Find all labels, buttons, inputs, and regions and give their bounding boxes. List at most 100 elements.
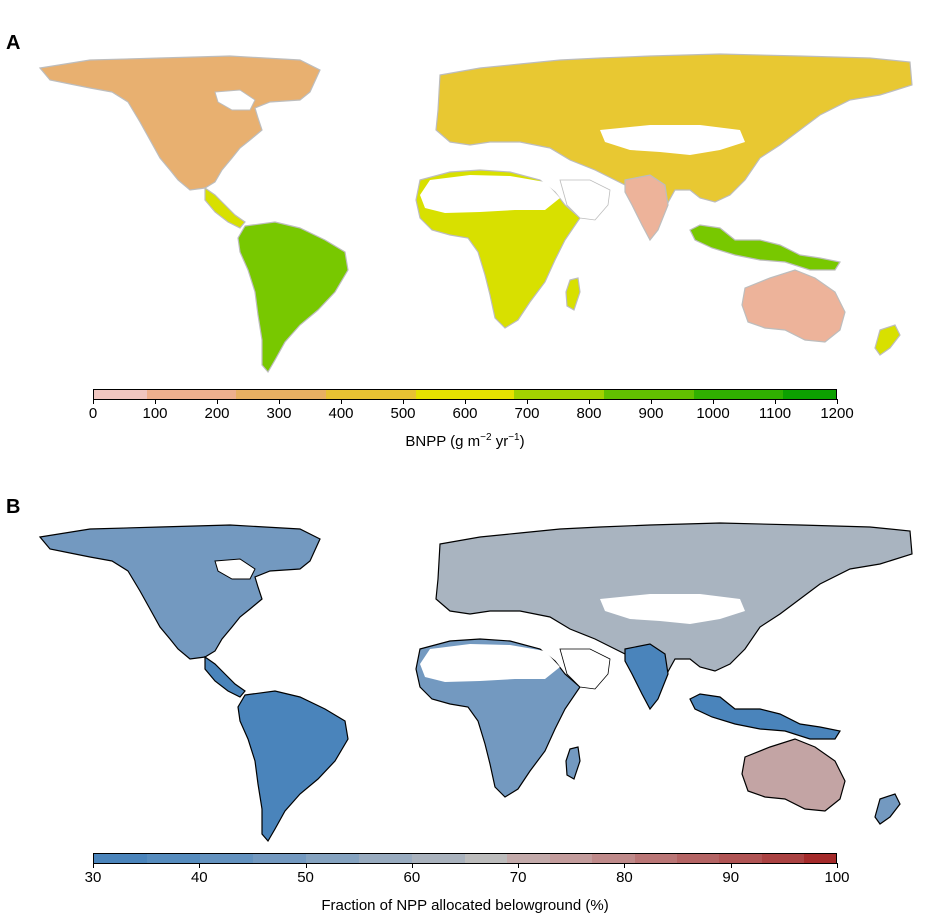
colorbar-tick-label: 800 [576,405,602,422]
colorbar-bin [200,854,253,863]
belowground-fraction-colorbar-title: Fraction of NPP allocated belowground (%… [321,897,609,914]
colorbar-bin [465,854,508,863]
colorbar-tick [527,399,528,404]
colorbar-tick-label: 60 [403,869,421,886]
colorbar-tick [713,399,714,404]
colorbar-tick-label: 40 [190,869,208,886]
colorbar-tick [651,399,652,404]
colorbar-bin [412,854,465,863]
arabia-nodata [559,179,611,221]
colorbar-bin [592,854,635,863]
colorbar-tick [93,399,94,404]
colorbar-tick-label: 80 [616,869,633,886]
colorbar-tick [518,863,520,868]
colorbar-bin [306,854,359,863]
colorbar-tick-label: 90 [722,869,740,886]
colorbar-tick-label: 0 [88,405,98,422]
colorbar-tick-label: 1100 [758,405,792,422]
central-america [204,655,246,698]
india [624,174,669,242]
colorbar-tick-label: 50 [297,869,314,886]
colorbar-bin [634,854,677,863]
colorbar-tick-label: 1200 [820,405,854,422]
colorbar-tick-label: 700 [514,405,540,422]
colorbar-tick-label: 300 [266,405,292,422]
colorbar-bin [94,390,147,399]
madagascar [565,746,581,780]
map-b-continents [38,522,913,843]
colorbar-bin [719,854,762,863]
colorbar-tick [624,863,626,868]
colorbar-tick [305,863,307,868]
colorbar-tick [199,863,201,868]
arabia-nodata [559,648,611,690]
sahara-nodata [420,644,560,682]
colorbar-tick [403,399,404,404]
bnpp-world-map [38,53,913,374]
colorbar-tick-label: 100 [142,405,168,422]
belowground-fraction-colorbar-tick-labels: 30 40 50 60 70 80 90 100 [85,869,850,887]
colorbar-bin [236,390,326,399]
sahara-nodata [420,175,560,213]
colorbar-tick [465,399,466,404]
bnpp-colorbar-title: BNPP (g m−2 yr−1) [405,432,525,450]
belowground-fraction-colorbar [93,853,837,864]
colorbar-bin [507,854,550,863]
colorbar-bin [147,854,200,863]
colorbar-bin [549,854,593,863]
colorbar-tick-label: 500 [390,405,416,422]
colorbar-tick [279,399,280,404]
new-zealand [874,793,901,825]
panel-b-label: B [6,496,21,518]
colorbar-bin [604,390,694,399]
colorbar-tick-label: 30 [84,869,102,886]
colorbar-tick [411,863,413,868]
colorbar-tick [93,863,94,868]
colorbar-tick-label: 400 [328,405,354,422]
colorbar-bin [514,390,605,399]
belowground-fraction-world-map [38,522,913,843]
southeast-asia [689,224,841,271]
colorbar-bin [783,390,836,399]
hudson-bay [214,558,256,580]
colorbar-bin [415,390,515,399]
new-zealand [874,324,901,356]
bnpp-colorbar-tick-labels: 0 100 200 300 400 500 600 700 800 900 1000 1100 1200 [89,405,854,423]
colorbar-tick-label: 1000 [696,405,730,422]
colorbar-tick [775,399,776,404]
australia [741,738,846,812]
colorbar-bin [325,390,416,399]
colorbar-bin [359,854,412,863]
colorbar-tick-label: 70 [509,869,527,886]
colorbar-tick [341,399,342,404]
north-america [38,524,321,660]
colorbar-bin [761,854,805,863]
colorbar-bin [693,390,784,399]
central-america [204,186,246,229]
colorbar-tick-label: 900 [638,405,664,422]
belowground-fraction-colorbar-ticks [93,863,838,869]
colorbar-tick [217,399,218,404]
central-asia-nodata [600,594,745,624]
madagascar [565,277,581,311]
colorbar-tick-label: 100 [824,869,850,886]
colorbar-tick-label: 600 [452,405,478,422]
colorbar-tick [837,863,838,868]
south-america [237,221,349,374]
colorbar-tick [589,399,590,404]
colorbar-bin [146,390,237,399]
south-america [237,690,349,843]
australia [741,269,846,343]
colorbar-bin [94,854,147,863]
colorbar-tick [730,863,732,868]
southeast-asia [689,693,841,740]
central-asia-nodata [600,125,745,155]
india [624,643,669,711]
colorbar-bin [676,854,720,863]
hudson-bay [214,89,256,111]
panel-a-label: A [6,32,21,54]
colorbar-tick-label: 200 [204,405,230,422]
bnpp-colorbar-ticks [93,399,838,405]
colorbar-tick [155,399,156,404]
map-a-continents [38,53,913,374]
